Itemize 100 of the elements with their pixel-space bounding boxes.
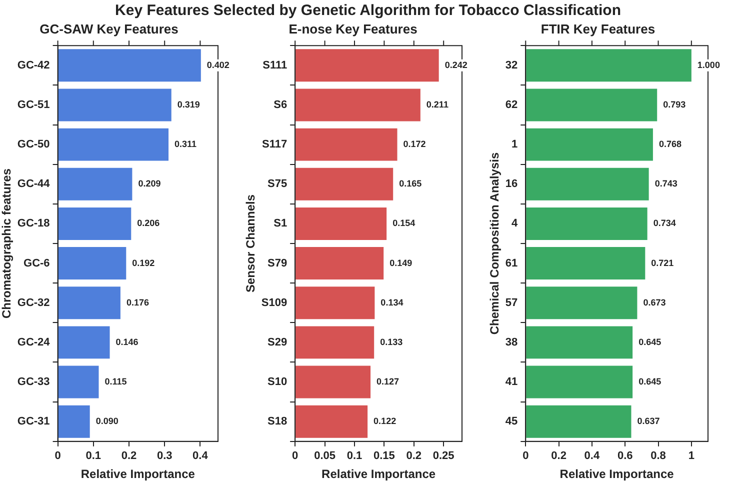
y-tick-label: 4 xyxy=(512,218,519,230)
y-axis-title: Sensor Channels xyxy=(244,194,258,293)
bar xyxy=(526,49,692,82)
y-tick-label: S6 xyxy=(274,99,288,111)
y-tick-label: 32 xyxy=(505,59,518,72)
bar xyxy=(526,88,658,122)
bar xyxy=(296,207,387,240)
y-tick-label: 1 xyxy=(512,138,518,151)
bar xyxy=(296,247,384,280)
y-tick-label: GC-24 xyxy=(17,336,51,348)
x-tick-label: 0.1 xyxy=(346,450,362,462)
bar xyxy=(526,366,633,398)
y-tick-label: GC-18 xyxy=(17,218,50,230)
data-label: 0.673 xyxy=(643,297,666,308)
data-label: 0.209 xyxy=(138,178,161,189)
data-label: 0.090 xyxy=(96,416,118,426)
x-tick-label: 0 xyxy=(292,450,298,462)
data-label: 0.146 xyxy=(116,336,138,347)
bar xyxy=(296,286,375,320)
y-tick-label: 61 xyxy=(505,257,518,270)
data-label: 0.645 xyxy=(638,336,662,347)
y-tick-label: GC-50 xyxy=(17,138,50,151)
bar xyxy=(58,247,126,280)
x-tick-label: 0.25 xyxy=(432,450,454,462)
chart-title: E-nose Key Features xyxy=(288,21,418,36)
y-axis-title: Chemical Composition Analysis xyxy=(488,152,502,335)
bar xyxy=(296,88,420,122)
bar xyxy=(296,128,398,161)
x-tick-label: 0.2 xyxy=(551,450,566,462)
chart-title: FTIR Key Features xyxy=(540,21,656,36)
data-label: 0.133 xyxy=(380,336,403,347)
x-tick-label: 0 xyxy=(54,450,61,462)
y-tick-label: 16 xyxy=(505,178,518,190)
bar xyxy=(526,326,633,359)
data-label: 0.734 xyxy=(653,218,676,228)
data-label: 0.154 xyxy=(392,218,416,228)
bar xyxy=(58,88,172,122)
data-label: 0.115 xyxy=(104,376,127,387)
y-tick-label: GC-51 xyxy=(17,99,50,111)
bar xyxy=(58,207,132,240)
y-tick-label: GC-42 xyxy=(17,59,50,72)
y-tick-label: S75 xyxy=(268,178,288,190)
bar xyxy=(526,247,646,280)
bar xyxy=(58,168,132,200)
y-tick-label: 38 xyxy=(505,336,518,348)
data-label: 0.211 xyxy=(426,99,448,110)
bar xyxy=(526,168,649,200)
data-label: 0.637 xyxy=(637,416,660,426)
data-label: 0.176 xyxy=(126,297,149,308)
y-tick-label: GC-6 xyxy=(24,257,50,270)
y-tick-label: S10 xyxy=(268,376,288,388)
y-tick-label: 57 xyxy=(505,296,518,309)
x-tick-label: 0.4 xyxy=(192,450,209,462)
y-tick-label: GC-32 xyxy=(17,296,50,309)
data-label: 0.793 xyxy=(663,99,686,110)
data-label: 0.127 xyxy=(376,376,400,387)
y-tick-label: S79 xyxy=(268,257,288,270)
y-tick-label: S117 xyxy=(262,138,288,151)
x-tick-label: 0.8 xyxy=(650,450,666,462)
y-axis-title: Chromatographic features xyxy=(0,168,14,319)
y-tick-label: S109 xyxy=(261,296,288,309)
data-label: 1.000 xyxy=(697,60,720,70)
x-axis-title: Relative Importance xyxy=(80,467,196,482)
bar xyxy=(58,49,201,82)
x-axis-title: Relative Importance xyxy=(322,467,436,482)
bar xyxy=(296,326,374,359)
x-tick-label: 0.15 xyxy=(373,450,395,462)
data-label: 0.311 xyxy=(174,139,197,150)
bar xyxy=(296,405,368,438)
chart-title: GC-SAW Key Features xyxy=(40,21,178,36)
x-axis-title: Relative Importance xyxy=(560,467,674,482)
data-label: 0.768 xyxy=(658,139,682,150)
bar xyxy=(526,128,653,161)
x-tick-label: 0.1 xyxy=(86,450,102,462)
y-tick-label: 45 xyxy=(505,416,518,428)
bar xyxy=(296,168,394,200)
bar xyxy=(58,366,99,398)
y-tick-label: GC-33 xyxy=(17,376,50,388)
x-tick-label: 0.2 xyxy=(406,450,422,462)
y-tick-label: S1 xyxy=(274,218,288,230)
text: Key Features Selected by Genetic Algorithm for Tobacco Classification xyxy=(114,1,622,21)
y-tick-label: S111 xyxy=(262,59,288,72)
bar xyxy=(58,326,110,359)
x-tick-label: 0.05 xyxy=(314,450,336,462)
data-label: 0.134 xyxy=(380,297,404,308)
bar xyxy=(58,286,120,320)
data-label: 0.192 xyxy=(132,258,155,268)
data-label: 0.743 xyxy=(654,178,678,189)
y-tick-label: GC-44 xyxy=(17,178,51,190)
bar xyxy=(58,405,90,438)
data-label: 0.165 xyxy=(399,178,422,189)
bar xyxy=(526,207,648,240)
y-tick-label: GC-31 xyxy=(17,416,50,428)
y-tick-label: S18 xyxy=(268,416,288,428)
bar xyxy=(526,405,632,438)
bar xyxy=(296,49,439,82)
bar xyxy=(296,366,371,398)
data-label: 0.319 xyxy=(177,99,200,110)
bar xyxy=(526,286,638,320)
x-tick-label: 0.6 xyxy=(617,450,633,462)
